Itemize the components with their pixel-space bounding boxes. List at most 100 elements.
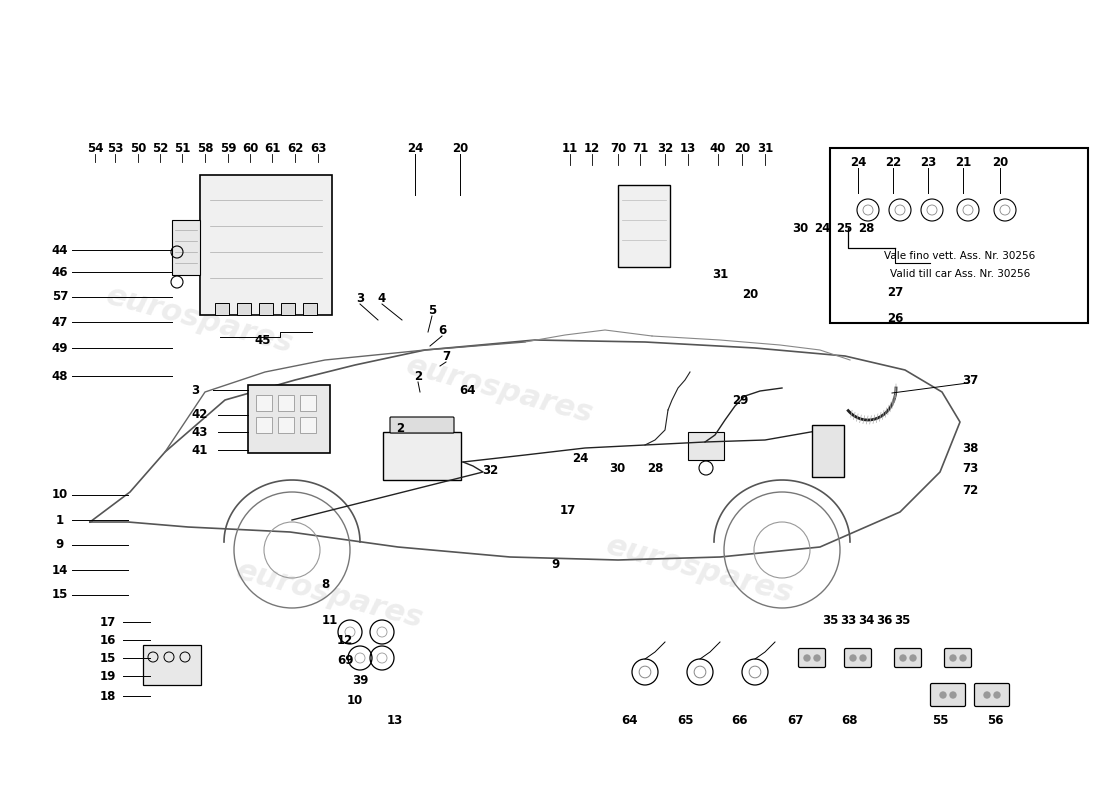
Text: 3: 3 — [356, 291, 364, 305]
FancyBboxPatch shape — [278, 395, 294, 411]
Text: eurospares: eurospares — [233, 556, 427, 634]
Text: 48: 48 — [52, 370, 68, 382]
Circle shape — [804, 655, 810, 661]
Text: 20: 20 — [452, 142, 469, 154]
FancyBboxPatch shape — [258, 303, 273, 315]
FancyBboxPatch shape — [845, 649, 871, 667]
Text: 20: 20 — [741, 289, 758, 302]
Text: 9: 9 — [551, 558, 559, 571]
Text: 20: 20 — [734, 142, 750, 154]
Text: 1: 1 — [56, 514, 64, 526]
Text: 2: 2 — [396, 422, 404, 434]
Text: 35: 35 — [822, 614, 838, 626]
Text: 18: 18 — [100, 690, 117, 702]
Text: 12: 12 — [584, 142, 601, 154]
Text: 56: 56 — [987, 714, 1003, 726]
Text: 26: 26 — [887, 311, 903, 325]
Text: 57: 57 — [52, 290, 68, 303]
Text: 10: 10 — [52, 489, 68, 502]
Text: 41: 41 — [191, 443, 208, 457]
Circle shape — [950, 692, 956, 698]
FancyBboxPatch shape — [280, 303, 295, 315]
Circle shape — [860, 655, 866, 661]
Text: 58: 58 — [197, 142, 213, 154]
Text: 63: 63 — [310, 142, 327, 154]
Text: 68: 68 — [842, 714, 858, 726]
Text: 31: 31 — [712, 269, 728, 282]
Text: 10: 10 — [346, 694, 363, 706]
Circle shape — [900, 655, 906, 661]
Text: Valid till car Ass. Nr. 30256: Valid till car Ass. Nr. 30256 — [890, 269, 1030, 279]
Circle shape — [960, 655, 966, 661]
FancyBboxPatch shape — [236, 303, 251, 315]
FancyBboxPatch shape — [300, 417, 316, 433]
Text: 64: 64 — [460, 383, 476, 397]
Text: 33: 33 — [840, 614, 856, 626]
Text: 2: 2 — [414, 370, 422, 382]
Text: 49: 49 — [52, 342, 68, 354]
FancyBboxPatch shape — [383, 432, 461, 480]
Text: 46: 46 — [52, 266, 68, 278]
Text: 37: 37 — [961, 374, 978, 386]
Text: 62: 62 — [287, 142, 304, 154]
Text: 47: 47 — [52, 315, 68, 329]
Text: 40: 40 — [710, 142, 726, 154]
Text: 24: 24 — [407, 142, 424, 154]
Text: 19: 19 — [100, 670, 117, 682]
Text: 4: 4 — [378, 291, 386, 305]
FancyBboxPatch shape — [200, 175, 332, 315]
Text: 5: 5 — [428, 303, 436, 317]
Text: 30: 30 — [792, 222, 808, 234]
Text: eurospares: eurospares — [404, 351, 597, 429]
Text: 38: 38 — [961, 442, 978, 454]
Text: 21: 21 — [955, 155, 971, 169]
FancyBboxPatch shape — [248, 385, 330, 453]
FancyBboxPatch shape — [390, 417, 454, 433]
Text: 22: 22 — [884, 155, 901, 169]
Text: 27: 27 — [887, 286, 903, 298]
Text: 6: 6 — [438, 323, 447, 337]
FancyBboxPatch shape — [830, 148, 1088, 323]
FancyBboxPatch shape — [931, 683, 966, 706]
FancyBboxPatch shape — [143, 645, 201, 685]
Circle shape — [850, 655, 856, 661]
FancyBboxPatch shape — [799, 649, 825, 667]
FancyBboxPatch shape — [688, 432, 724, 460]
Text: 65: 65 — [676, 714, 693, 726]
Circle shape — [910, 655, 916, 661]
Text: 17: 17 — [100, 615, 117, 629]
Text: 15: 15 — [100, 651, 117, 665]
Text: 8: 8 — [321, 578, 329, 591]
Text: 12: 12 — [337, 634, 353, 646]
Text: 30: 30 — [609, 462, 625, 474]
FancyBboxPatch shape — [256, 395, 272, 411]
Text: 24: 24 — [572, 451, 588, 465]
Text: 66: 66 — [732, 714, 748, 726]
Text: 7: 7 — [442, 350, 450, 362]
FancyBboxPatch shape — [278, 417, 294, 433]
Text: 15: 15 — [52, 589, 68, 602]
Text: 25: 25 — [836, 222, 852, 234]
Circle shape — [994, 692, 1000, 698]
Text: 42: 42 — [191, 409, 208, 422]
Text: 20: 20 — [992, 155, 1008, 169]
Text: 17: 17 — [560, 503, 576, 517]
Text: 69: 69 — [337, 654, 353, 666]
Text: 11: 11 — [322, 614, 338, 626]
Text: 72: 72 — [961, 483, 978, 497]
Circle shape — [984, 692, 990, 698]
Text: 23: 23 — [920, 155, 936, 169]
Text: 24: 24 — [814, 222, 830, 234]
Text: 51: 51 — [174, 142, 190, 154]
Text: 11: 11 — [562, 142, 579, 154]
Text: 70: 70 — [609, 142, 626, 154]
Text: 60: 60 — [242, 142, 258, 154]
Text: 13: 13 — [680, 142, 696, 154]
Text: 14: 14 — [52, 563, 68, 577]
Text: 54: 54 — [87, 142, 103, 154]
Text: 45: 45 — [255, 334, 272, 346]
Text: 32: 32 — [482, 463, 498, 477]
Text: 13: 13 — [387, 714, 403, 726]
Circle shape — [940, 692, 946, 698]
FancyBboxPatch shape — [618, 185, 670, 267]
